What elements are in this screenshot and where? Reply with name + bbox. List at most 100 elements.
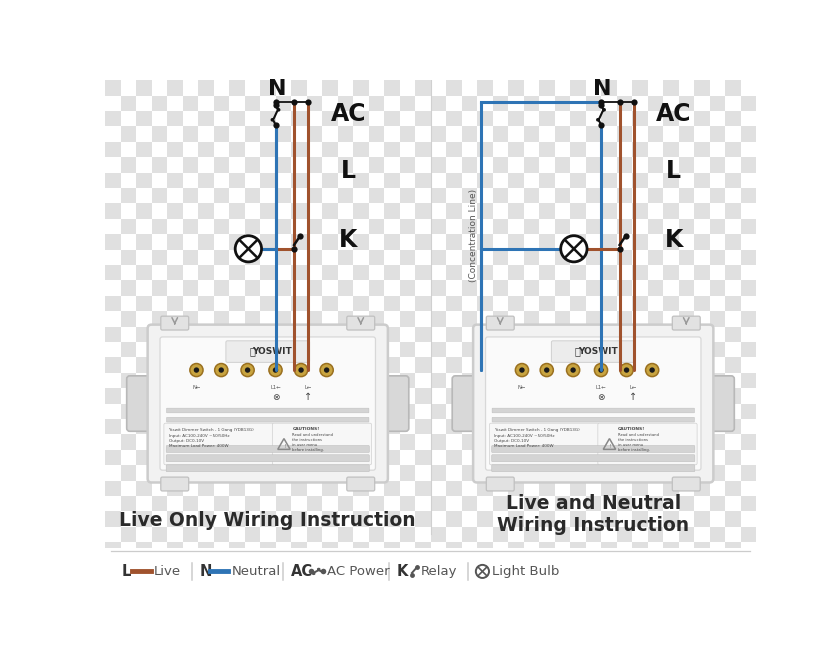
Bar xyxy=(384,419,400,434)
Circle shape xyxy=(540,363,554,377)
Bar xyxy=(353,388,369,403)
FancyBboxPatch shape xyxy=(381,376,409,432)
Bar xyxy=(431,96,446,111)
Bar xyxy=(167,388,182,403)
Bar xyxy=(105,327,120,342)
Bar xyxy=(694,419,710,434)
Bar xyxy=(338,126,353,142)
Bar xyxy=(105,172,120,188)
Bar xyxy=(508,512,523,527)
Bar xyxy=(182,188,198,203)
Bar xyxy=(182,403,198,419)
Bar xyxy=(229,542,244,558)
Bar xyxy=(477,419,492,434)
Bar xyxy=(508,80,523,96)
Bar xyxy=(353,265,369,281)
Bar xyxy=(431,126,446,142)
Text: YOSWIT: YOSWIT xyxy=(578,347,617,356)
Bar xyxy=(756,142,771,157)
Bar xyxy=(492,281,508,296)
Bar xyxy=(384,265,400,281)
Bar xyxy=(492,218,508,234)
Bar xyxy=(523,527,539,542)
Bar xyxy=(400,342,415,357)
Circle shape xyxy=(649,367,655,373)
Bar xyxy=(648,311,663,327)
Bar xyxy=(446,573,461,589)
Bar xyxy=(244,373,260,388)
Bar xyxy=(431,589,446,604)
Bar xyxy=(710,434,725,450)
Bar xyxy=(601,573,617,589)
Bar xyxy=(260,542,276,558)
Bar xyxy=(632,142,648,157)
Bar xyxy=(369,434,384,450)
Bar xyxy=(198,480,213,496)
Bar xyxy=(741,281,756,296)
Bar xyxy=(710,188,725,203)
Bar xyxy=(446,296,461,311)
Bar xyxy=(198,142,213,157)
Bar xyxy=(554,496,570,512)
Bar xyxy=(213,589,229,604)
Bar xyxy=(229,573,244,589)
Bar xyxy=(291,419,307,434)
Bar xyxy=(492,496,508,512)
Bar xyxy=(632,573,648,589)
Bar xyxy=(260,203,276,218)
Bar xyxy=(446,234,461,250)
Bar xyxy=(492,558,508,573)
Bar xyxy=(710,311,725,327)
Bar xyxy=(756,111,771,126)
Bar xyxy=(585,496,601,512)
Bar xyxy=(431,496,446,512)
Bar xyxy=(523,281,539,296)
Bar xyxy=(431,465,446,480)
Bar xyxy=(400,403,415,419)
Bar xyxy=(477,512,492,527)
Text: Live: Live xyxy=(154,565,181,578)
Bar xyxy=(725,357,741,373)
Bar xyxy=(120,96,136,111)
Text: Input: AC100-240V ~50/50Hz
Output: DC0-10V
Maximum Load Power: 400W: Input: AC100-240V ~50/50Hz Output: DC0-1… xyxy=(494,434,554,448)
Bar xyxy=(741,250,756,265)
Bar xyxy=(307,527,322,542)
Bar xyxy=(415,450,431,465)
Bar xyxy=(276,311,291,327)
Bar xyxy=(182,589,198,604)
Bar xyxy=(276,403,291,419)
Bar xyxy=(136,512,151,527)
Bar xyxy=(477,327,492,342)
Bar xyxy=(244,126,260,142)
Bar xyxy=(384,357,400,373)
Bar xyxy=(151,373,167,388)
Bar xyxy=(307,589,322,604)
Bar xyxy=(384,296,400,311)
Bar xyxy=(539,542,554,558)
Bar xyxy=(198,80,213,96)
Bar xyxy=(663,573,679,589)
Bar xyxy=(198,357,213,373)
Bar xyxy=(508,265,523,281)
Bar xyxy=(725,450,741,465)
Bar xyxy=(679,527,694,542)
Bar xyxy=(461,589,477,604)
Bar xyxy=(710,496,725,512)
FancyBboxPatch shape xyxy=(706,376,734,432)
Bar xyxy=(756,542,771,558)
Bar xyxy=(291,573,307,589)
Bar xyxy=(756,172,771,188)
Bar xyxy=(648,250,663,265)
Bar xyxy=(338,434,353,450)
Bar xyxy=(353,450,369,465)
Bar xyxy=(679,157,694,172)
Bar xyxy=(322,450,338,465)
Text: N←: N← xyxy=(517,385,526,389)
Bar xyxy=(554,373,570,388)
Bar xyxy=(446,450,461,465)
Bar xyxy=(198,296,213,311)
Bar xyxy=(198,203,213,218)
Bar xyxy=(617,403,632,419)
Circle shape xyxy=(269,363,282,377)
Bar xyxy=(679,126,694,142)
